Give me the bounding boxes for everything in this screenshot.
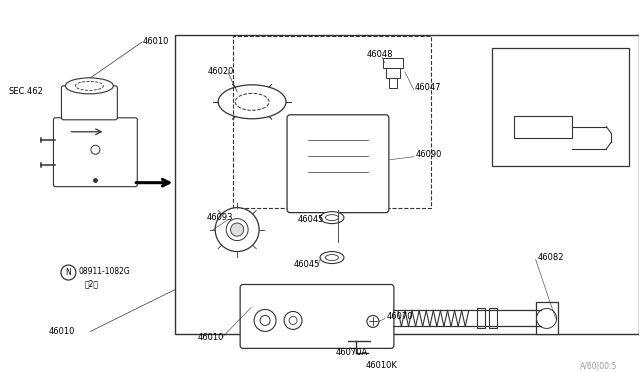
Text: 46070: 46070	[387, 312, 413, 321]
Circle shape	[367, 315, 379, 327]
Text: 46010: 46010	[49, 327, 75, 336]
Text: 46045: 46045	[294, 260, 321, 269]
Text: 46082: 46082	[538, 253, 564, 262]
FancyBboxPatch shape	[61, 86, 117, 120]
Circle shape	[289, 317, 297, 324]
Ellipse shape	[235, 93, 269, 110]
Text: 46010: 46010	[197, 333, 223, 342]
Circle shape	[91, 145, 100, 154]
Text: 46010K: 46010K	[366, 361, 398, 370]
Bar	[514, 116, 572, 138]
Bar	[489, 308, 497, 328]
FancyBboxPatch shape	[287, 115, 389, 213]
Text: 46020: 46020	[207, 67, 234, 76]
Ellipse shape	[76, 81, 104, 90]
Ellipse shape	[320, 212, 344, 224]
Bar	[492, 48, 630, 166]
Bar	[233, 36, 431, 208]
Circle shape	[230, 223, 244, 236]
Text: N: N	[65, 268, 71, 277]
Text: 08911-1082G: 08911-1082G	[79, 267, 130, 276]
Circle shape	[215, 208, 259, 251]
Text: 46093: 46093	[206, 213, 233, 222]
Bar	[389, 78, 397, 88]
FancyBboxPatch shape	[54, 118, 138, 187]
Circle shape	[226, 219, 248, 241]
Circle shape	[260, 315, 270, 326]
Ellipse shape	[326, 215, 339, 221]
Bar	[175, 35, 639, 334]
Circle shape	[254, 310, 276, 331]
Ellipse shape	[320, 251, 344, 263]
Text: SEC.462: SEC.462	[8, 87, 44, 96]
Bar	[383, 58, 403, 68]
Text: 46010: 46010	[142, 38, 169, 46]
Circle shape	[536, 308, 557, 328]
Text: 46047: 46047	[415, 83, 442, 92]
Text: 46045: 46045	[298, 215, 324, 224]
Ellipse shape	[326, 254, 339, 260]
FancyBboxPatch shape	[240, 285, 394, 349]
Text: 46070A: 46070A	[336, 348, 368, 357]
Text: 46090: 46090	[416, 150, 442, 159]
Ellipse shape	[218, 85, 286, 119]
Text: 。2〃: 。2〃	[84, 279, 99, 288]
Ellipse shape	[65, 78, 113, 94]
Circle shape	[61, 265, 76, 280]
Bar	[477, 308, 484, 328]
Bar	[386, 68, 400, 78]
Text: 46048: 46048	[367, 50, 394, 60]
Text: 46090A: 46090A	[511, 88, 544, 97]
Bar	[536, 302, 557, 334]
Circle shape	[284, 311, 302, 330]
Text: F/NABCO: F/NABCO	[497, 54, 542, 62]
Text: A/60|00:5: A/60|00:5	[580, 362, 617, 371]
